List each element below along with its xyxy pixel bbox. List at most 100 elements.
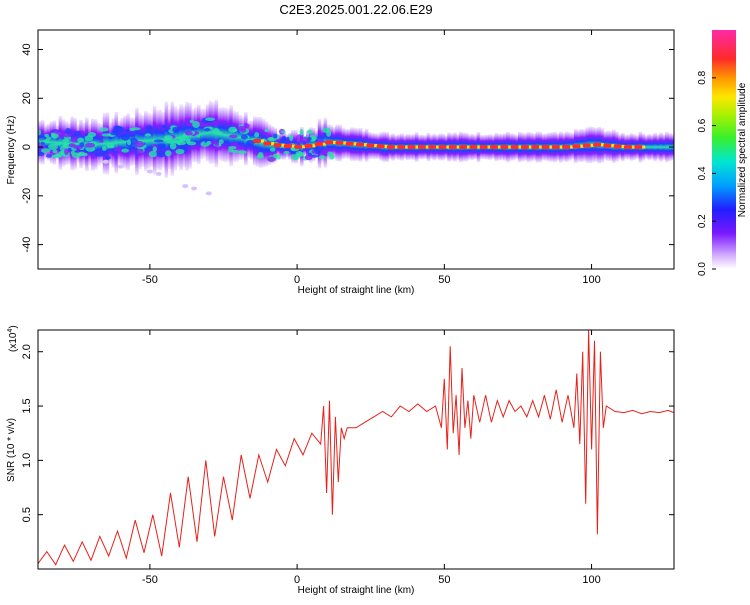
spectrogram-speckle [40,141,45,145]
spectrogram-peak [489,145,498,150]
spectrogram-speckle [54,142,62,146]
spectrogram-peak-edge [456,145,460,149]
colorbar-gradient [712,30,736,269]
spectrogram-speckle [172,126,180,133]
spectrogram-speckle [231,128,238,133]
spectrogram-cell [258,117,263,168]
spectrogram-speckle [68,143,76,148]
spectrogram-y-tick-label: 0 [21,144,33,150]
spectrogram-cell [114,111,119,174]
spectrogram-speckle [313,145,321,149]
spectrogram-peak-edge [415,145,419,149]
spectrogram-peak-edge [477,145,481,149]
spectrogram-peak [407,145,416,150]
spectrogram-peak-edge [580,144,584,148]
spectrogram-x-tick-label: 100 [582,274,600,286]
spectrogram-speckle [206,140,212,145]
colorbar-tick-label: 0.2 [697,214,708,228]
spectrogram-speckle [62,138,70,143]
snr-x-tick-label: -50 [142,574,158,586]
spectrogram-speckle [205,117,216,121]
spectrogram-speckle [318,155,326,160]
spectrogram-speckle [269,147,276,152]
spectrogram-speckle [283,150,290,155]
snr-x-tick-label: 0 [294,574,300,586]
spectrogram-cell [102,113,107,175]
spectrogram-cell [149,114,154,168]
spectrogram-speckle [231,149,239,154]
spectrogram-speckle [203,122,213,127]
spectrogram-speckle [218,139,224,145]
spectrogram-speckle [85,142,95,148]
spectrogram-peak [593,142,602,147]
spectrogram-speckle [145,125,153,132]
spectrogram-peak [541,145,550,150]
spectrogram-speckle [131,127,141,131]
spectrogram-peak-edge [405,145,409,149]
spectrogram-peak [356,142,364,147]
colorbar-label: Normalized spectral amplitude [737,82,748,217]
spectrogram-peak-edge [570,145,574,149]
spectrogram-peak [613,144,622,149]
spectrogram-xlabel: Height of straight line (km) [298,285,415,296]
spectrogram-speckle [148,150,158,158]
spectrogram-peak-edge [364,143,367,147]
spectrogram-speckle [82,152,88,157]
spectrogram-cell [117,120,122,165]
spectrogram-speckle [228,134,238,139]
spectrogram-outlier [191,186,198,191]
spectrogram-outlier [155,171,162,176]
spectrogram-speckle [121,134,130,141]
spectrogram-speckle [106,142,115,149]
spectrogram-speckle [50,133,59,139]
spectrogram-cell [674,132,678,162]
spectrogram-cell [164,101,169,178]
snr-ylabel: SNR (10 * v/v) [6,418,17,482]
spectrogram-peak-edge [436,145,440,149]
snr-multiplier: (x104) [7,325,19,352]
spectrogram-speckle [73,145,83,150]
colorbar: 0.0 0.2 0.4 0.6 0.8 Normalized spectral ampl… [697,30,748,276]
spectrogram-peak [582,143,591,148]
spectrogram-speckle [186,141,197,146]
spectrogram-peak [438,145,447,150]
spectrogram-speckle [164,135,173,141]
spectrogram-peak-edge [343,141,347,145]
snr-y-tick-label: 1.0 [21,453,33,468]
spectrogram-speckle [204,127,211,132]
spectrogram-peak [459,145,468,150]
spectrogram-speckle [189,119,195,124]
spectrogram-cell [226,109,230,162]
spectrogram-peak [397,145,406,150]
spectrogram-peak-edge [518,145,522,149]
spectrogram-peak [263,141,272,146]
spectrogram-cell [52,120,57,165]
spectrogram-peak [325,140,334,145]
spectrogram-speckle [45,136,52,140]
spectrogram-panel: -50 0 50 100 40 20 0 -20 -40 Height of straight … [6,29,678,296]
spectrogram-cell [99,123,104,164]
spectrogram-peak-edge [333,140,337,144]
spectrogram-cell [76,124,80,163]
spectrogram-peak-edge [312,144,316,148]
spectrogram-peak [304,143,313,148]
spectrogram-cell [644,135,649,159]
spectrogram-y-tick-label: -40 [21,237,33,253]
spectrogram-cell [199,108,204,160]
spectrogram-peak-edge [322,142,326,146]
spectrogram-speckle [272,133,278,139]
spectrogram-speckle [40,148,51,153]
spectrogram-peak [520,145,529,150]
spectrogram-speckle [280,137,287,144]
spectrogram-peak [366,143,375,148]
spectrogram-peak-edge [425,145,429,149]
spectrogram-speckle [101,133,112,137]
spectrogram-cell [146,112,151,169]
spectrogram-cell [173,106,177,171]
spectrogram-speckle [290,146,295,151]
spectrogram-peak-edge [549,145,553,149]
spectrogram-cell [238,114,242,160]
spectrogram-speckle [212,120,220,127]
spectrogram-peak [345,141,354,146]
